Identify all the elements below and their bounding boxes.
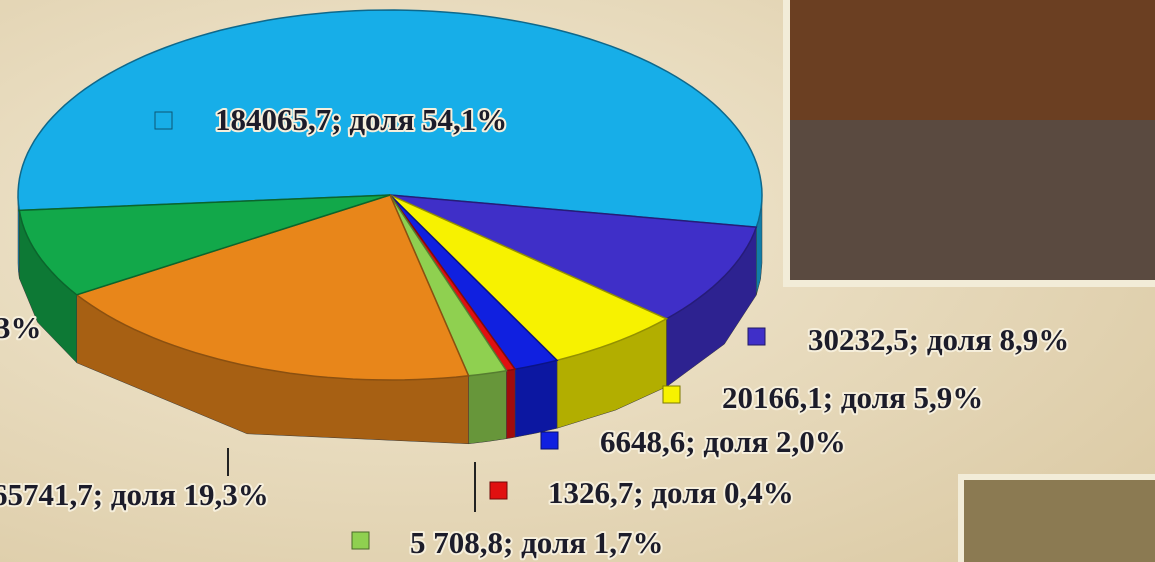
legend-marker — [154, 111, 173, 130]
photo — [964, 480, 1155, 562]
slice — [75, 194, 470, 381]
data-label: 5 708,8; доля 1,7% — [410, 525, 664, 560]
legend-marker — [351, 531, 370, 550]
slice — [389, 194, 669, 362]
pie — [17, 9, 763, 445]
slice — [17, 9, 763, 228]
legend-marker — [489, 481, 508, 500]
slice — [18, 194, 391, 296]
slice-side — [468, 370, 507, 445]
legend-marker — [540, 431, 559, 450]
data-label: 6648,6; доля 2,0% — [600, 424, 846, 459]
photo-top — [783, 0, 1155, 287]
photo-people — [790, 120, 1155, 280]
data-label: 20166,1; доля 5,9% — [722, 380, 983, 415]
labels: 184065,7; доля 54,1% 30232,5; доля 8,9% 20… — [0, 100, 1071, 562]
slice — [389, 194, 758, 320]
data-label: 184065,7; доля 54,1% — [215, 102, 507, 137]
legend-marker — [662, 385, 681, 404]
data-label: 30232,5; доля 8,9% — [808, 322, 1069, 357]
data-label: 65741,7; доля 19,3% — [0, 477, 269, 512]
photo-bottom — [958, 474, 1155, 562]
slice-side — [506, 368, 516, 439]
legend-marker — [747, 327, 766, 346]
data-label: 3% — [0, 310, 42, 345]
data-label: 1326,7; доля 0,4% — [548, 475, 794, 510]
slice-side — [514, 359, 558, 438]
